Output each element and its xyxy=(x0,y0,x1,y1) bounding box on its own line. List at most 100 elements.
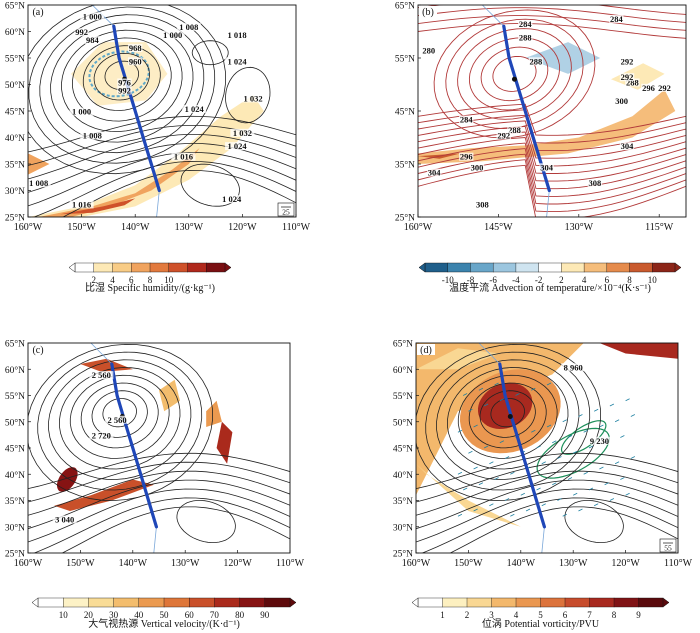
wind-vector xyxy=(541,503,546,507)
wind-vector xyxy=(483,403,489,407)
colorbar-end-triangle xyxy=(31,597,39,608)
colorbar-tick-label: 6 xyxy=(129,275,134,285)
wind-vector xyxy=(494,382,499,386)
colorbar-swatch xyxy=(638,597,664,608)
wind-vector xyxy=(463,393,468,396)
isentrope-contour xyxy=(457,28,572,120)
colorbar-tick-label: 20 xyxy=(84,610,94,620)
wind-vector xyxy=(531,387,536,391)
humidity-fill xyxy=(60,198,136,215)
pressure-contour xyxy=(490,398,525,428)
wind-vector xyxy=(473,508,478,512)
colorbar-swatch xyxy=(652,262,676,273)
x-tick-label: 130°W xyxy=(171,558,200,569)
y-tick-label: 55°N xyxy=(5,391,25,402)
panel-c: 2 560 2 560 2 720 3 040 (c) 160°W 150°W 140°W 13… xyxy=(5,339,305,631)
contour-label: 308 xyxy=(476,199,489,209)
track-extension xyxy=(482,5,505,27)
colorbar-tick-label: 4 xyxy=(110,275,115,285)
wind-vector xyxy=(573,492,578,496)
wind-vector xyxy=(457,471,463,475)
y-tick-label: 45°N xyxy=(5,444,25,455)
contour-label: 2 720 xyxy=(92,431,111,441)
wind-vector xyxy=(557,456,562,459)
contour-label-bg xyxy=(426,168,442,177)
colorbar-tick-label: -8 xyxy=(467,275,475,285)
contour-label: 1 016 xyxy=(72,199,91,209)
contour-label-bg xyxy=(475,200,490,209)
pressure-contour xyxy=(479,390,536,438)
y-tick-label: 40°N xyxy=(393,470,413,481)
colorbar-end-triangle xyxy=(411,597,419,608)
contour-label-bg xyxy=(619,57,635,66)
colorbar-tick-label: 40 xyxy=(134,610,144,620)
x-tick-label: 110°W xyxy=(664,558,693,569)
y-tick-label: 50°N xyxy=(5,80,25,91)
contour-label-bg xyxy=(219,195,244,204)
colorbar-swatch xyxy=(417,597,443,608)
pressure-contour xyxy=(72,37,172,122)
pressure-contour xyxy=(28,343,214,501)
contour-label: 284 xyxy=(519,19,533,29)
storm-track xyxy=(498,362,546,529)
colorbar-label: 温度平流 Advection of temperature/×10⁻⁴(K·s⁻… xyxy=(449,281,651,294)
colorbar-swatch xyxy=(163,597,190,608)
colorbar-swatch xyxy=(442,597,468,608)
track-extension xyxy=(546,190,550,217)
y-tick-label: 40°N xyxy=(5,470,25,481)
pressure-contour xyxy=(28,134,296,180)
pressure-contour xyxy=(425,351,591,491)
contour-label-bg xyxy=(105,415,130,424)
contour-label: 304 xyxy=(621,141,635,151)
wind-vector xyxy=(478,482,484,486)
wind-vector xyxy=(630,456,635,459)
y-tick-label: 30°N xyxy=(5,522,25,533)
contour-label: 288 xyxy=(626,78,639,88)
contour-label: 1 032 xyxy=(233,128,252,138)
contour-label-bg xyxy=(625,78,640,87)
wind-vector xyxy=(489,503,494,507)
contour-label: 300 xyxy=(615,96,628,106)
pv-fill xyxy=(416,348,500,370)
wind-vector xyxy=(468,408,473,412)
contour-label: 288 xyxy=(508,125,521,135)
isentrope-contour xyxy=(433,9,596,139)
contour-label: 1 024 xyxy=(185,104,205,114)
contour-label: 292 xyxy=(658,83,671,93)
colorbar-swatch xyxy=(187,262,207,273)
vector-ref-value: 55 xyxy=(664,544,672,553)
pressure-contour xyxy=(28,5,227,175)
wind-vector xyxy=(525,508,531,512)
pressure-contour xyxy=(421,497,678,553)
contour-label: 292 xyxy=(497,131,510,141)
x-tick-label: 140°W xyxy=(507,558,536,569)
y-tick-label: 55°N xyxy=(393,391,413,402)
contour-label-bg xyxy=(128,57,143,66)
isentrope-contour xyxy=(445,18,584,130)
wind-vector xyxy=(594,503,599,507)
pressure-contour xyxy=(61,506,290,553)
heat-source-fill xyxy=(80,358,133,372)
pressure-contour xyxy=(28,143,296,193)
y-tick-label: 45°N xyxy=(395,107,415,118)
wind-vector xyxy=(562,419,567,423)
contour-label: 1 032 xyxy=(244,93,263,103)
contour-label: 992 xyxy=(118,85,131,95)
x-tick-label: 145°W xyxy=(484,222,513,233)
contour-label-bg xyxy=(225,30,250,39)
colorbar-tick-label: -6 xyxy=(489,275,497,285)
y-tick-label: 45°N xyxy=(5,107,25,118)
panel-label: (c) xyxy=(32,345,43,356)
pv-fill xyxy=(599,343,678,359)
isentrope-contour xyxy=(418,159,686,213)
wind-vector xyxy=(588,445,594,449)
wind-vector xyxy=(504,456,510,459)
contour-label-bg xyxy=(561,363,586,372)
x-tick-label: 110°W xyxy=(282,222,311,233)
pressure-contour xyxy=(416,343,602,501)
wind-vector xyxy=(546,424,552,428)
colorbar-tick-label: 50 xyxy=(160,610,170,620)
contour-label: 296 xyxy=(642,83,655,93)
panel-label: (b) xyxy=(422,7,434,18)
